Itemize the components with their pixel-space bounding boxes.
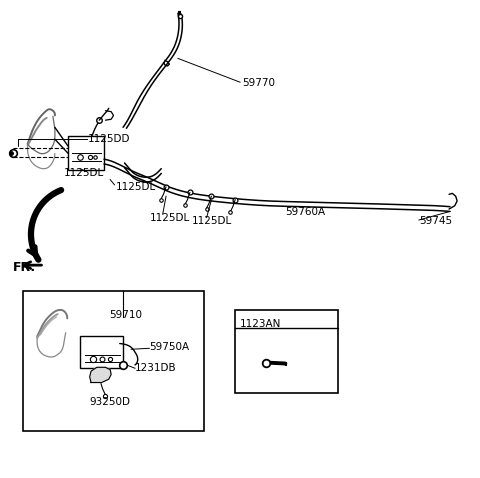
Bar	[23, 291, 204, 432]
Text: FR.: FR.	[13, 261, 36, 274]
Bar	[235, 310, 338, 393]
Bar	[68, 136, 104, 170]
Text: 1125DL: 1125DL	[192, 217, 232, 227]
Text: 1125DL: 1125DL	[63, 168, 104, 178]
Text: 59745: 59745	[419, 217, 452, 227]
Bar	[80, 336, 123, 368]
Text: 59770: 59770	[242, 78, 276, 88]
Text: 93250D: 93250D	[90, 397, 131, 406]
Text: 59750A: 59750A	[149, 342, 190, 352]
Text: 1123AN: 1123AN	[240, 319, 281, 328]
Text: 59760A: 59760A	[285, 206, 325, 217]
Polygon shape	[90, 367, 111, 382]
Text: 1125DL: 1125DL	[149, 213, 190, 223]
Text: 1125DL: 1125DL	[116, 182, 156, 192]
Text: 1125DD: 1125DD	[88, 134, 131, 144]
Text: 1231DB: 1231DB	[135, 363, 177, 373]
Text: 59710: 59710	[109, 310, 142, 320]
